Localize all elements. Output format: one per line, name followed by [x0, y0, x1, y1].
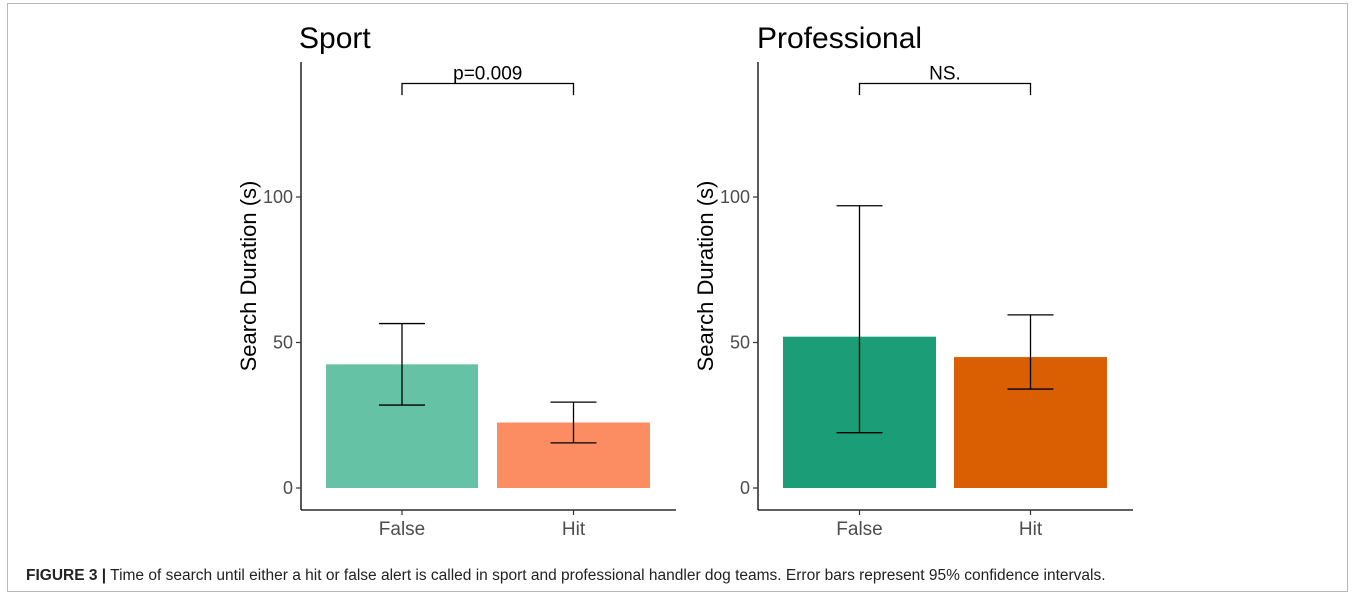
- caption-label: FIGURE 3 |: [26, 567, 107, 584]
- x-tick-label: Hit: [562, 519, 586, 540]
- y-axis-label: Search Duration (s): [693, 181, 718, 372]
- y-tick-label: 0: [740, 478, 750, 498]
- significance-label: p=0.009: [453, 64, 522, 85]
- chart-title: Professional: [757, 22, 922, 55]
- y-tick-label: 50: [273, 333, 293, 353]
- significance-bracket: [858, 82, 1032, 96]
- y-axis-label: Search Duration (s): [236, 181, 261, 372]
- chart-title: Sport: [299, 22, 371, 55]
- y-tick-label: 100: [720, 187, 750, 207]
- caption-text: Time of search until either a hit or fal…: [110, 567, 1106, 584]
- y-tick-label: 100: [263, 187, 293, 207]
- x-tick-label: False: [379, 519, 425, 540]
- figure-caption: FIGURE 3 | Time of search until either a…: [26, 567, 1346, 585]
- significance-label: NS.: [929, 64, 961, 85]
- x-tick-label: False: [836, 519, 882, 540]
- y-tick-label: 50: [730, 333, 750, 353]
- x-tick-label: Hit: [1019, 519, 1043, 540]
- y-tick-label: 0: [283, 478, 293, 498]
- figure-frame: Sport 0 50 100 Search Duration (s) False Hit p=…: [7, 3, 1348, 592]
- significance-bracket: [401, 82, 575, 96]
